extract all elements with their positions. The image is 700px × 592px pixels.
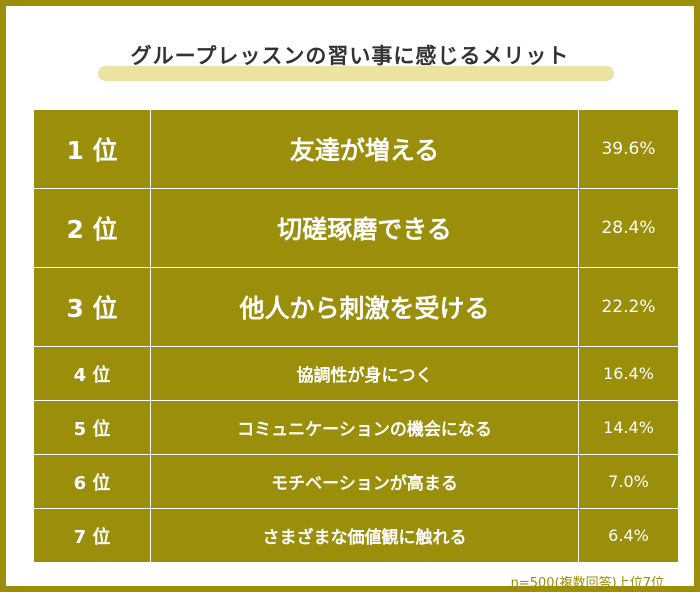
rank-cell: 1 位: [33, 109, 151, 189]
label-cell: 協調性が身につく: [150, 346, 579, 401]
ranking-table-body: 1 位友達が増える 39.6% 2 位切磋琢磨できる 28.4% 3 位他人から刺激を受…: [33, 109, 679, 563]
table-row: 2 位切磋琢磨できる 28.4%: [33, 188, 679, 268]
value-cell: 39.6%: [578, 109, 679, 189]
rank-cell: 6 位: [33, 454, 151, 509]
table-row: 6 位モチベーションが高まる 7.0%: [33, 454, 679, 509]
label-cell: コミュニケーションの機会になる: [150, 400, 579, 455]
label-cell: さまざまな価値観に触れる: [150, 508, 579, 563]
chart-title: グループレッスンの習い事に感じるメリット: [130, 44, 570, 68]
table-row: 1 位友達が増える 39.6%: [33, 109, 679, 189]
rank-cell: 3 位: [33, 267, 151, 347]
table-row: 5 位コミュニケーションの機会になる 14.4%: [33, 400, 679, 455]
table-row: 7 位さまざまな価値観に触れる 6.4%: [33, 508, 679, 563]
sample-note: n=500(複数回答)上位7位: [510, 576, 664, 591]
value-cell: 7.0%: [578, 454, 679, 509]
ranking-table: 1 位友達が増える 39.6% 2 位切磋琢磨できる 28.4% 3 位他人から刺激を受…: [33, 109, 679, 563]
table-row: 4 位協調性が身につく 16.4%: [33, 346, 679, 401]
value-cell: 14.4%: [578, 400, 679, 455]
value-cell: 16.4%: [578, 346, 679, 401]
value-cell: 22.2%: [578, 267, 679, 347]
label-cell: 他人から刺激を受ける: [150, 267, 579, 347]
table-row: 3 位他人から刺激を受ける 22.2%: [33, 267, 679, 347]
label-cell: 友達が増える: [150, 109, 579, 189]
rank-cell: 2 位: [33, 188, 151, 268]
rank-cell: 5 位: [33, 400, 151, 455]
title-wrap: グループレッスンの習い事に感じるメリット: [6, 40, 694, 70]
value-cell: 6.4%: [578, 508, 679, 563]
label-cell: モチベーションが高まる: [150, 454, 579, 509]
rank-cell: 7 位: [33, 508, 151, 563]
label-cell: 切磋琢磨できる: [150, 188, 579, 268]
value-cell: 28.4%: [578, 188, 679, 268]
rank-cell: 4 位: [33, 346, 151, 401]
title-underline: [98, 66, 614, 81]
